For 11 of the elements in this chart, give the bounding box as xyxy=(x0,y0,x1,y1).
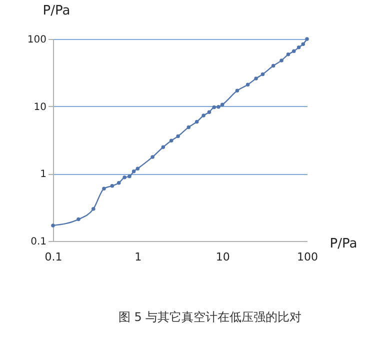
y-tick-label: 100 xyxy=(27,34,46,46)
caption: 图 5 与其它真空计在低压强的比对 xyxy=(118,310,302,324)
x-tick-label: 10 xyxy=(216,250,230,264)
y-tick-label: 0.1 xyxy=(30,236,46,248)
x-tick-label: 0.1 xyxy=(44,250,62,264)
x-tick-label: 1 xyxy=(134,250,142,264)
y-axis-title: P/Pa xyxy=(42,4,70,18)
x-tick-label: 100 xyxy=(297,250,318,264)
y-tick-label: 10 xyxy=(34,102,46,113)
y-tick-label: 1 xyxy=(40,169,46,180)
x-axis-title: P/Pa xyxy=(330,236,358,252)
